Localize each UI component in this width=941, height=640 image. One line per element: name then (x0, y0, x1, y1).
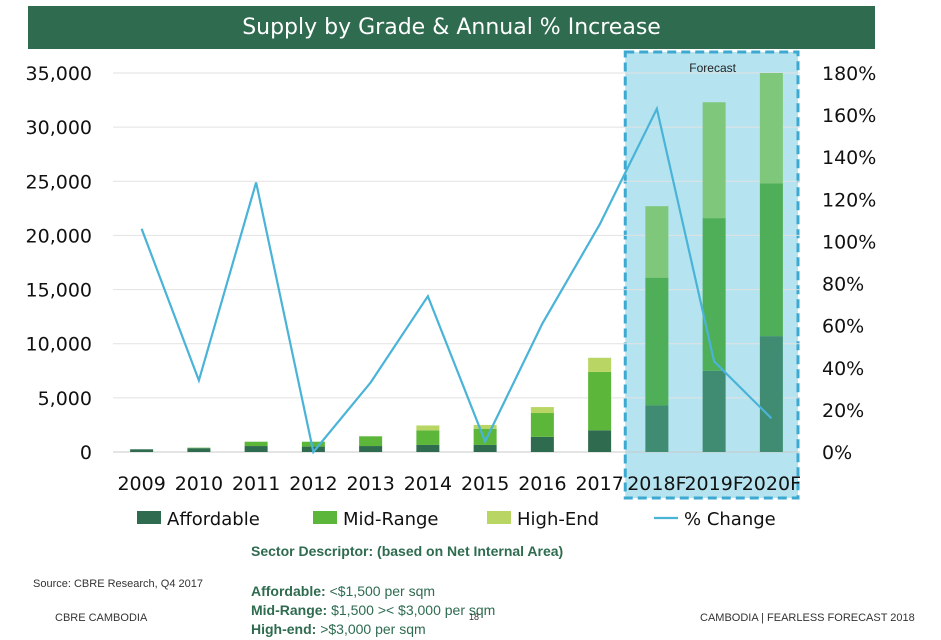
bar-high-end (702, 102, 726, 219)
y-right-tick-label: 100% (822, 231, 876, 253)
legend-swatch (487, 511, 511, 524)
y-right-tick-label: 80% (822, 274, 864, 296)
bar-high-end (473, 424, 497, 429)
bar-mid-range (645, 277, 669, 406)
affordable-label: Affordable: (251, 583, 326, 599)
y-right-tick-label: 20% (822, 400, 864, 422)
descriptor-highend: High-end: >$3,000 per sqm (251, 621, 426, 637)
y-left-tick-label: 15,000 (26, 280, 92, 302)
x-tick-label: 2015 (461, 473, 509, 495)
x-tick-label: 2018F (627, 473, 686, 495)
y-right-tick-label: 160% (822, 105, 876, 127)
bar-high-end (759, 73, 783, 184)
chart-title: Supply by Grade & Annual % Increase (242, 15, 661, 40)
bar-high-end (530, 407, 554, 414)
x-tick-label: 2016 (518, 473, 566, 495)
footer-left: CBRE CAMBODIA (55, 612, 148, 624)
highend-value: >$3,000 per sqm (320, 621, 426, 637)
legend-label: % Change (684, 509, 776, 530)
x-tick-label: 2009 (117, 473, 165, 495)
y-left-tick-label: 35,000 (26, 63, 92, 85)
y-right-tick-label: 180% (822, 63, 876, 85)
chart-title-bar: Supply by Grade & Annual % Increase (28, 6, 875, 49)
y-left-tick-label: 25,000 (26, 171, 92, 193)
bar-high-end (416, 425, 440, 431)
y-right-tick-label: 120% (822, 189, 876, 211)
chart: Forecast 35,000 30,000 25,000 20,000 15,000 10… (26, 50, 876, 530)
line-percent-change (140, 105, 773, 455)
y-left-tick-label: 20,000 (26, 225, 92, 247)
y-right-tick-label: 0% (822, 442, 852, 464)
y-right-tick-label: 40% (822, 358, 864, 380)
bar-affordable (244, 446, 268, 452)
midrange-label: Mid-Range: (251, 602, 328, 618)
midrange-value: $1,500 >< $3,000 per sqm (331, 602, 496, 618)
bar-mid-range (187, 447, 211, 449)
bar-mid-range (702, 218, 726, 371)
affordable-value: <$1,500 per sqm (329, 583, 436, 599)
source-note: Source: CBRE Research, Q4 2017 (33, 578, 203, 590)
bar-affordable (359, 446, 383, 452)
bar-affordable (530, 436, 554, 452)
page-number: 18 (469, 612, 480, 622)
y-right-tick-label: 60% (822, 316, 864, 338)
x-tick-label: 2017 (575, 473, 623, 495)
bar-high-end (645, 206, 669, 278)
legend-label: Affordable (167, 509, 260, 530)
y-right-tick-label: 140% (822, 147, 876, 169)
bar-mid-range (759, 183, 783, 337)
y-left-tick-label: 5,000 (38, 388, 92, 410)
legend-label: Mid-Range (343, 509, 439, 530)
x-tick-label: 2011 (232, 473, 280, 495)
highend-label: High-end: (251, 621, 317, 637)
bar-mid-range (244, 441, 268, 447)
descriptor-affordable: Affordable: <$1,500 per sqm (251, 583, 435, 599)
bar-mid-range (530, 413, 554, 437)
bar-affordable (130, 449, 154, 452)
descriptor-heading: Sector Descriptor: (based on Net Interna… (251, 543, 564, 559)
x-tick-label: 2013 (346, 473, 394, 495)
bar-mid-range (588, 371, 612, 431)
legend-label: High-End (517, 509, 599, 530)
bar-affordable (416, 444, 440, 452)
bar-mid-range (473, 428, 497, 445)
x-tick-label: 2010 (175, 473, 223, 495)
bar-mid-range (416, 430, 440, 445)
bar-affordable (473, 444, 497, 452)
bar-mid-range (301, 441, 325, 447)
y-left-tick-label: 10,000 (26, 334, 92, 356)
y-left-tick-label: 30,000 (26, 117, 92, 139)
x-tick-label: 2019F (684, 473, 743, 495)
y-left-tick-label: 0 (80, 442, 92, 464)
bar-affordable (759, 336, 783, 452)
legend-swatch (313, 511, 337, 524)
bar-mid-range (359, 436, 383, 447)
legend-swatch (137, 511, 161, 524)
x-tick-label: 2014 (404, 473, 452, 495)
bar-affordable (702, 370, 726, 452)
bar-high-end (588, 357, 612, 372)
bar-affordable (588, 430, 612, 452)
footer-right: CAMBODIA | FEARLESS FORECAST 2018 (700, 612, 915, 624)
bar-affordable (187, 448, 211, 452)
bar-affordable (645, 405, 669, 452)
x-tick-label: 2012 (289, 473, 337, 495)
x-tick-label: 2020F (742, 473, 801, 495)
forecast-label: Forecast (689, 61, 736, 75)
descriptor-midrange: Mid-Range: $1,500 >< $3,000 per sqm (251, 602, 495, 618)
